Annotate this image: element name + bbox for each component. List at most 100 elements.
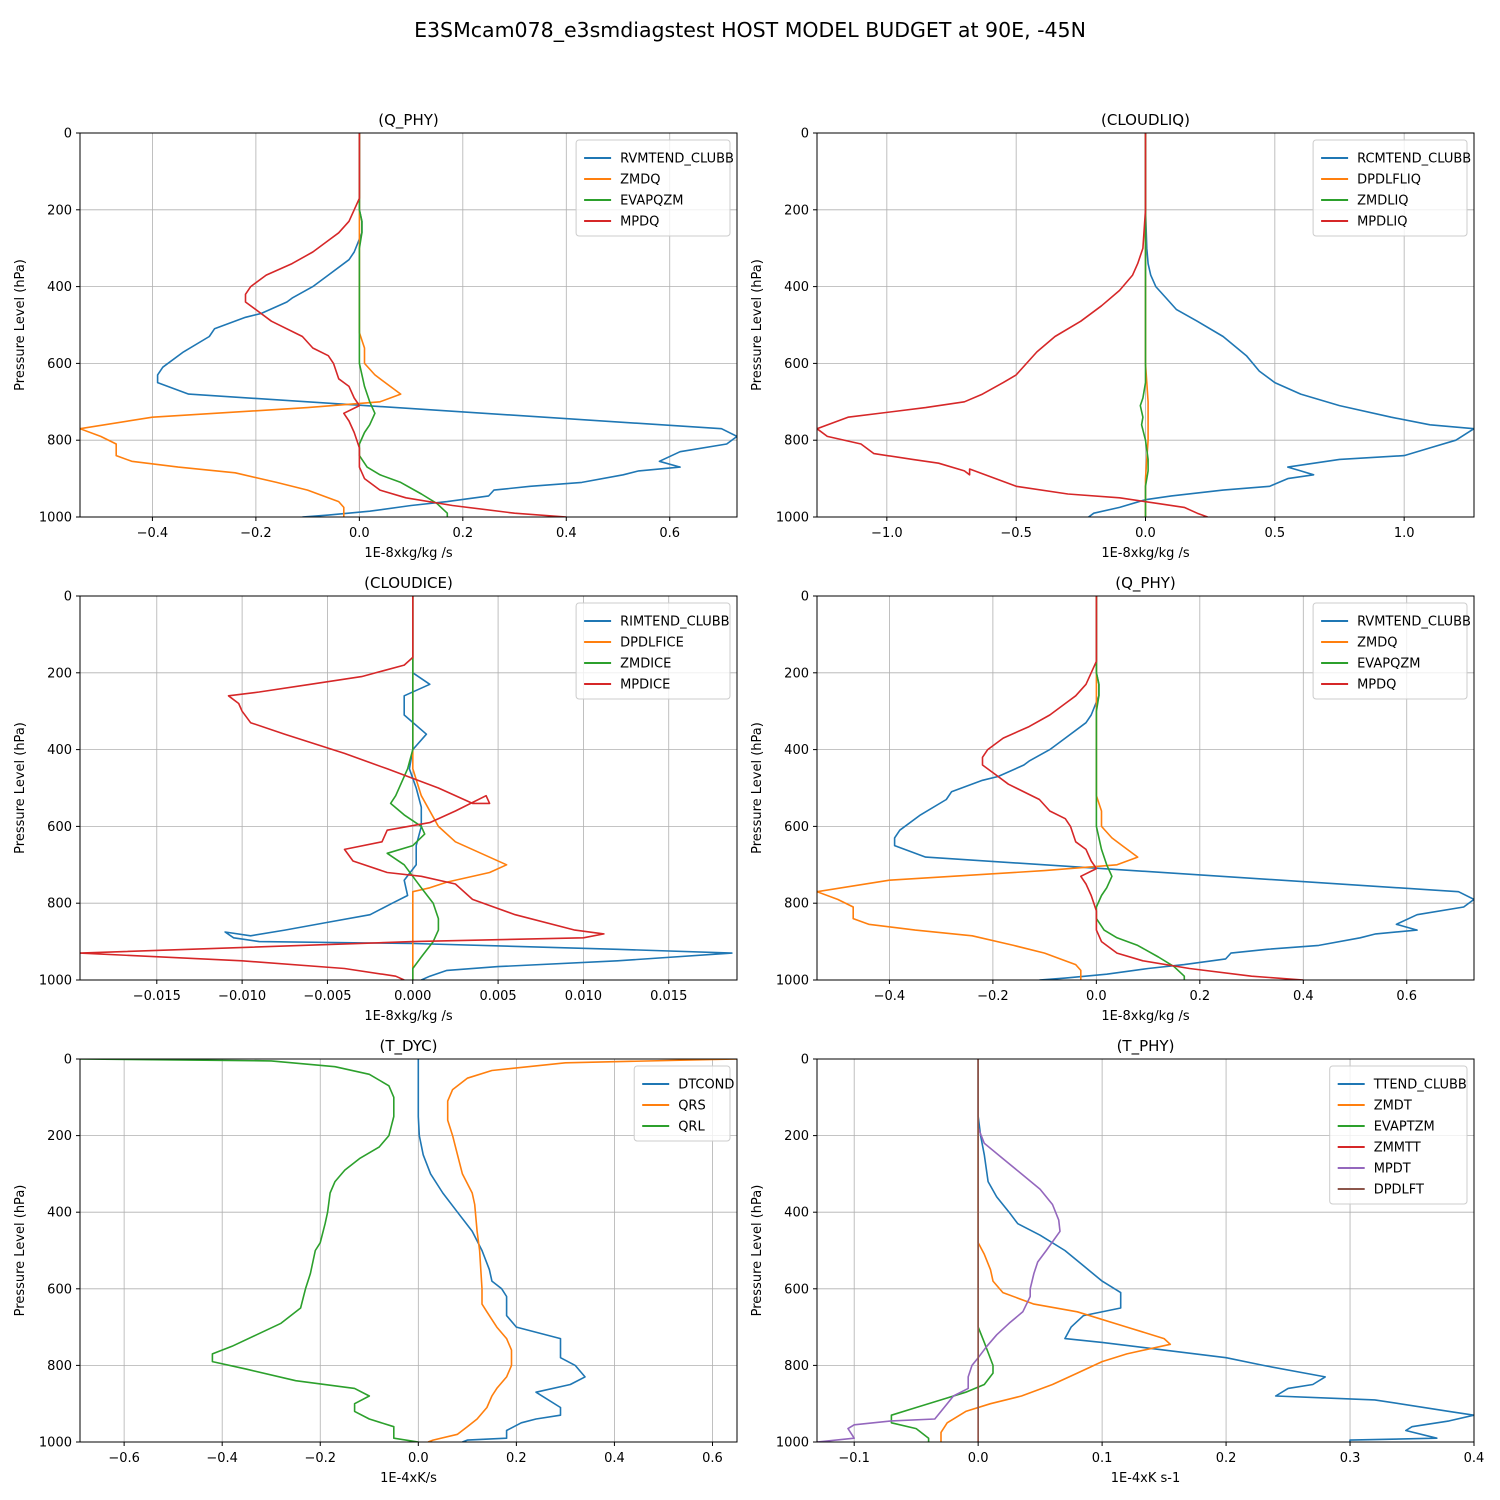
legend-label: EVAPQZM <box>620 194 683 209</box>
y-tick-label: 600 <box>784 1282 809 1297</box>
x-axis-label: 1E-4xK/s <box>380 1471 437 1486</box>
y-tick-label: 400 <box>47 280 72 295</box>
x-tick-label: −1.0 <box>871 526 903 541</box>
y-tick-label: 0 <box>64 127 72 142</box>
legend-label: RVMTEND_CLUBB <box>620 152 734 167</box>
y-tick-label: 0 <box>801 590 809 605</box>
x-tick-label: 0.0 <box>349 526 370 541</box>
x-tick-label: 0.000 <box>394 989 431 1004</box>
legend-label: DPDLFICE <box>620 636 684 651</box>
y-tick-label: 200 <box>47 666 72 681</box>
y-axis-label: Pressure Level (hPa) <box>13 722 28 854</box>
x-tick-label: 0.2 <box>1216 1451 1237 1466</box>
chart-title: (T_PHY) <box>1117 1037 1175 1056</box>
figure-title: E3SMcam078_e3smdiagstest HOST MODEL BUDG… <box>414 18 1086 43</box>
legend-label: ZMDQ <box>620 173 660 188</box>
series-line-zmdq <box>817 596 1139 980</box>
x-axis-label: 1E-4xK s-1 <box>1111 1471 1181 1486</box>
legend-label: ZMDQ <box>1357 636 1397 651</box>
legend-frame <box>575 602 731 700</box>
x-tick-label: 0.005 <box>479 989 516 1004</box>
legend-label: RVMTEND_CLUBB <box>1357 615 1471 630</box>
y-tick-label: 1000 <box>39 1436 72 1451</box>
series-line-rcmtend-clubb <box>1088 133 1474 517</box>
plot-frame <box>79 132 738 518</box>
y-tick-label: 200 <box>784 1129 809 1144</box>
x-tick-label: 0.0 <box>408 1451 429 1466</box>
x-axis-label: 1E-8xkg/kg /s <box>1101 546 1190 561</box>
x-tick-label: 0.4 <box>1464 1451 1485 1466</box>
plot-frame <box>79 595 738 981</box>
legend-frame <box>1312 139 1468 237</box>
legend-label: MPDLIQ <box>1357 215 1407 230</box>
panels: −0.4 −0.2 0.0 0.2 0.4 0.6 0 200 400 600 800 1000 (Q_… <box>13 111 1484 1486</box>
chart-title: (T_DYC) <box>380 1037 438 1056</box>
y-tick-label: 400 <box>784 280 809 295</box>
x-tick-label: −0.5 <box>1000 526 1032 541</box>
legend-label: TTEND_CLUBB <box>1373 1078 1467 1093</box>
x-tick-label: 0.2 <box>452 526 473 541</box>
x-tick-label: 0.1 <box>1092 1451 1113 1466</box>
series-line-mpdq <box>244 133 567 517</box>
series-line-evapqzm <box>358 133 449 517</box>
series-line-dpdlfice <box>412 596 508 980</box>
x-tick-label: 0.5 <box>1264 526 1285 541</box>
y-axis-label: Pressure Level (hPa) <box>750 722 765 854</box>
x-tick-label: 0.2 <box>1189 989 1210 1004</box>
x-tick-label: 0.2 <box>506 1451 527 1466</box>
plot-frame <box>816 1058 1475 1443</box>
y-tick-label: 1000 <box>776 511 809 526</box>
legend-label: QRS <box>678 1099 706 1114</box>
x-tick-label: −0.4 <box>206 1451 238 1466</box>
y-tick-label: 600 <box>47 357 72 372</box>
y-axis-label: Pressure Level (hPa) <box>750 259 765 391</box>
legend-frame <box>575 139 731 237</box>
legend-label: RIMTEND_CLUBB <box>620 615 730 630</box>
x-axis-label: 1E-8xkg/kg /s <box>364 546 453 561</box>
y-tick-label: 600 <box>784 820 809 835</box>
legend: RVMTEND_CLUBB ZMDQ EVAPQZM MPDQ <box>575 139 734 237</box>
y-tick-label: 200 <box>47 203 72 218</box>
x-tick-label: −0.2 <box>304 1451 336 1466</box>
y-tick-label: 600 <box>47 820 72 835</box>
y-tick-label: 600 <box>47 1282 72 1297</box>
x-tick-label: −0.015 <box>133 989 181 1004</box>
chart-panel-2: −1.0 −0.5 0.0 0.5 1.0 0 200 400 600 800 1000 (CLOUD… <box>750 111 1475 561</box>
x-tick-label: 0.0 <box>1135 526 1156 541</box>
x-tick-label: 0.010 <box>565 989 602 1004</box>
legend-frame <box>1329 1065 1468 1205</box>
y-axis-label: Pressure Level (hPa) <box>13 259 28 391</box>
legend: RVMTEND_CLUBB ZMDQ EVAPQZM MPDQ <box>1312 602 1471 700</box>
legend: RCMTEND_CLUBB DPDLFLIQ ZMDLIQ MPDLIQ <box>1312 139 1471 237</box>
legend: RIMTEND_CLUBB DPDLFICE ZMDICE MPDICE <box>575 602 731 700</box>
legend-label: ZMDLIQ <box>1357 194 1408 209</box>
x-tick-label: −0.2 <box>240 526 272 541</box>
chart-panel-5: −0.6 −0.4 −0.2 0.0 0.2 0.4 0.6 0 200 400 600 800 100… <box>13 1037 738 1486</box>
x-axis-label: 1E-8xkg/kg /s <box>364 1009 453 1024</box>
series-line-qrl <box>80 1059 419 1442</box>
x-tick-label: −0.4 <box>137 526 169 541</box>
x-tick-label: 0.6 <box>1396 989 1417 1004</box>
legend-label: MPDICE <box>620 678 670 693</box>
x-tick-label: 1.0 <box>1394 526 1415 541</box>
x-tick-label: −0.4 <box>874 989 906 1004</box>
series-line-zmdq <box>80 133 402 517</box>
y-tick-label: 800 <box>784 1359 809 1374</box>
legend-label: MPDT <box>1374 1162 1411 1177</box>
chart-panel-4: −0.4 −0.2 0.0 0.2 0.4 0.6 0 200 400 600 800 1000 (Q_… <box>750 574 1475 1024</box>
x-axis-label: 1E-8xkg/kg /s <box>1101 1009 1190 1024</box>
y-tick-label: 0 <box>64 590 72 605</box>
x-tick-label: 0.6 <box>659 526 680 541</box>
y-tick-label: 800 <box>47 434 72 449</box>
legend-label: QRL <box>678 1120 705 1135</box>
y-axis-label: Pressure Level (hPa) <box>13 1185 28 1317</box>
x-tick-label: −0.005 <box>303 989 351 1004</box>
y-tick-label: 200 <box>47 1129 72 1144</box>
legend: TTEND_CLUBB ZMDT EVAPTZM ZMMTT MPDT DPDLFT <box>1329 1065 1468 1205</box>
chart-title: (CLOUDICE) <box>364 574 453 592</box>
legend-label: RCMTEND_CLUBB <box>1357 152 1471 167</box>
y-tick-label: 1000 <box>776 974 809 989</box>
legend-label: EVAPQZM <box>1357 657 1420 672</box>
x-tick-label: 0.4 <box>604 1451 625 1466</box>
